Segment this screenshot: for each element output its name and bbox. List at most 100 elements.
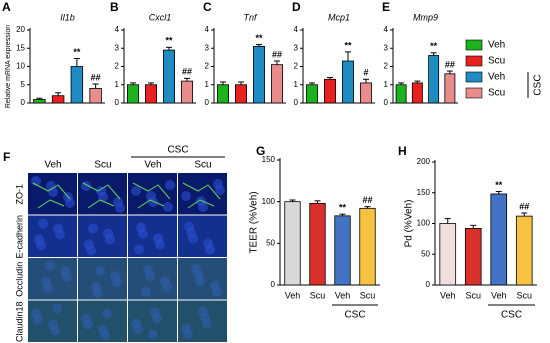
legend-swatch xyxy=(465,87,483,99)
bar xyxy=(284,201,301,286)
row-label: Claudin18 xyxy=(14,301,24,342)
y-tick-label: 50 xyxy=(421,249,430,258)
nucleus xyxy=(81,313,91,324)
bar xyxy=(324,78,336,104)
legend-label: Scu xyxy=(488,56,505,67)
y-tick-label: 5 xyxy=(21,80,26,89)
bar xyxy=(342,60,354,104)
y-tick-label: 1 xyxy=(205,80,210,89)
bar xyxy=(334,215,351,286)
chart-title: Cxcl1 xyxy=(149,12,172,22)
significance-label: ## xyxy=(362,195,372,205)
y-tick-label: 3 xyxy=(384,43,389,52)
x-tick-label: Veh xyxy=(285,290,301,300)
y-tick-label: 50 xyxy=(266,238,275,247)
nucleus xyxy=(181,323,191,334)
significance-label: ## xyxy=(519,201,529,211)
significance-label: ** xyxy=(344,40,352,50)
bar xyxy=(359,207,376,286)
panel-letter: H xyxy=(398,144,407,158)
bar xyxy=(181,80,193,104)
significance-label: # xyxy=(363,68,368,78)
junction xyxy=(132,182,171,209)
nucleus xyxy=(52,303,62,314)
y-tick-label: 100 xyxy=(262,197,276,206)
junction xyxy=(82,182,121,209)
column-label: Scu xyxy=(194,160,211,171)
nucleus xyxy=(148,329,158,340)
micrograph xyxy=(78,215,127,257)
nucleus xyxy=(45,261,55,271)
legend-label: Veh xyxy=(488,72,505,83)
legend-swatch xyxy=(465,39,483,51)
nucleus xyxy=(163,202,173,212)
group-label: CSC xyxy=(501,310,522,321)
significance-label: ** xyxy=(339,203,347,213)
nucleus xyxy=(96,186,106,196)
column-label: Scu xyxy=(94,160,111,171)
chart-title: Mcp1 xyxy=(328,12,350,22)
significance-label: ## xyxy=(182,67,192,77)
x-tick-label: Scu xyxy=(465,290,481,300)
x-tick-label: Scu xyxy=(516,290,532,300)
nucleus xyxy=(46,181,56,191)
y-tick-label: 4 xyxy=(205,25,210,34)
nucleus xyxy=(141,287,151,297)
row-label: ZO-1 xyxy=(14,184,24,205)
y-tick-label: 150 xyxy=(262,155,276,164)
x-tick-label: Veh xyxy=(440,290,456,300)
panel-letter: E xyxy=(382,0,390,14)
y-axis-label: Relative mRNA expression xyxy=(5,25,12,108)
nucleus xyxy=(160,276,170,286)
y-tick-label: 0 xyxy=(21,98,26,107)
y-axis-label: TEER (%Veh) xyxy=(249,191,260,253)
nucleus xyxy=(34,234,44,245)
x-tick-label: Veh xyxy=(335,290,351,300)
stain xyxy=(178,300,227,342)
nucleus xyxy=(53,223,63,234)
y-tick-label: 1 xyxy=(115,80,120,89)
y-axis-label: Pd (%Veh) xyxy=(404,200,415,248)
y-tick-label: 2 xyxy=(115,62,120,71)
y-tick-label: 3 xyxy=(205,43,210,52)
nucleus xyxy=(110,271,120,281)
significance-label: ** xyxy=(255,33,263,43)
nucleus xyxy=(48,319,58,330)
y-tick-label: 4 xyxy=(294,25,299,34)
bar xyxy=(515,215,533,286)
y-tick-label: 3 xyxy=(115,43,120,52)
nucleus xyxy=(203,238,213,249)
legend-label: Veh xyxy=(488,40,505,51)
nucleus xyxy=(103,228,113,239)
panel-letter: F xyxy=(3,150,10,164)
y-tick-label: 3 xyxy=(294,43,299,52)
bar xyxy=(428,55,440,104)
bar xyxy=(444,73,456,104)
bar xyxy=(439,223,457,286)
y-tick-label: 4 xyxy=(384,25,389,34)
nucleus xyxy=(41,277,51,287)
y-tick-label: 10 xyxy=(16,62,25,71)
bar xyxy=(127,84,139,104)
significance-label: ** xyxy=(430,41,438,51)
y-tick-label: 0 xyxy=(294,98,299,107)
nucleus xyxy=(165,180,175,190)
nucleus xyxy=(198,306,208,317)
significance-label: ** xyxy=(73,47,81,57)
stain xyxy=(28,300,77,342)
y-tick-label: 200 xyxy=(417,157,431,166)
y-tick-label: 1 xyxy=(294,80,299,89)
bar xyxy=(309,202,326,286)
y-tick-label: 0 xyxy=(426,280,431,289)
nucleus xyxy=(136,222,146,233)
chart-title: Mmp9 xyxy=(413,12,438,22)
nucleus xyxy=(91,282,101,292)
nucleus xyxy=(181,191,191,201)
panel-letter: C xyxy=(203,0,212,14)
x-tick-label: Scu xyxy=(310,290,326,300)
bar xyxy=(306,84,318,104)
nucleus xyxy=(102,308,112,319)
legend-label: Scu xyxy=(488,88,505,99)
nucleus xyxy=(191,264,201,274)
